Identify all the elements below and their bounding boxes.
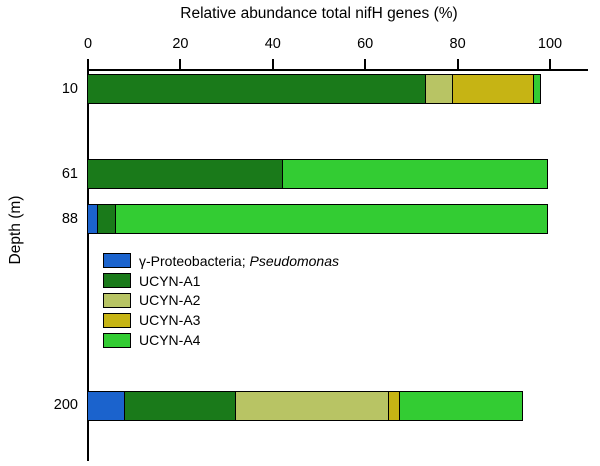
x-tick-label: 60: [357, 36, 374, 52]
legend-label: γ-Proteobacteria; Pseudomonas: [139, 252, 340, 269]
x-tick-label: 40: [264, 36, 281, 52]
x-tick-mark: [364, 59, 367, 69]
legend-item: UCYN-A1: [103, 271, 339, 291]
y-tick-label: 61: [61, 165, 78, 182]
bar-segment: [387, 391, 400, 420]
legend-label: UCYN-A4: [139, 332, 201, 349]
bar-segment: [87, 75, 425, 104]
legend: γ-Proteobacteria; Pseudomonas UCYN-A1 UCYN…: [103, 251, 339, 350]
x-tick-mark: [271, 59, 274, 69]
bar-segment: [533, 75, 541, 104]
x-tick-mark: [549, 59, 551, 69]
legend-label: UCYN-A3: [139, 312, 201, 329]
y-tick-label: 88: [61, 210, 78, 227]
chart-title: Relative abundance total nifH genes (%): [180, 5, 458, 22]
legend-label: UCYN-A1: [139, 272, 201, 289]
legend-item: UCYN-A4: [103, 330, 339, 350]
legend-swatch: [103, 292, 131, 308]
x-tick-label: 100: [537, 36, 563, 52]
y-axis-line: [87, 69, 89, 461]
y-tick-label: 10: [61, 80, 78, 97]
bar-segment: [87, 160, 282, 189]
legend-item: UCYN-A2: [103, 291, 339, 311]
x-tick-mark: [87, 59, 89, 69]
legend-swatch: [103, 273, 131, 289]
bar-segment: [452, 75, 534, 104]
bar-segment: [281, 160, 548, 189]
legend-swatch: [103, 312, 131, 328]
legend-item: UCYN-A3: [103, 310, 339, 330]
legend-label: UCYN-A2: [139, 292, 201, 309]
bar-segment: [235, 391, 388, 420]
bar-depth-61: [86, 159, 549, 190]
y-tick-label: 200: [53, 397, 78, 413]
bar-depth-88: [86, 204, 549, 235]
x-tick-mark: [456, 59, 459, 69]
x-tick-label: 20: [172, 36, 189, 52]
legend-swatch: [103, 253, 131, 269]
bar-segment: [115, 205, 548, 234]
bar-segment: [87, 391, 125, 420]
bar-segment: [399, 391, 522, 420]
x-tick-label: 0: [83, 36, 93, 52]
x-tick-mark: [179, 59, 182, 69]
legend-item: γ-Proteobacteria; Pseudomonas: [103, 251, 339, 271]
bar-segment: [424, 75, 453, 104]
x-tick-label: 80: [449, 36, 466, 52]
x-axis-line: [87, 69, 588, 71]
bar-depth-10: [86, 74, 542, 105]
bar-segment: [87, 205, 97, 234]
y-axis-label: Depth (m): [7, 195, 24, 265]
legend-swatch: [103, 332, 131, 348]
bar-segment: [124, 391, 236, 420]
bar-depth-200: [86, 390, 523, 421]
bar-segment: [96, 205, 116, 234]
